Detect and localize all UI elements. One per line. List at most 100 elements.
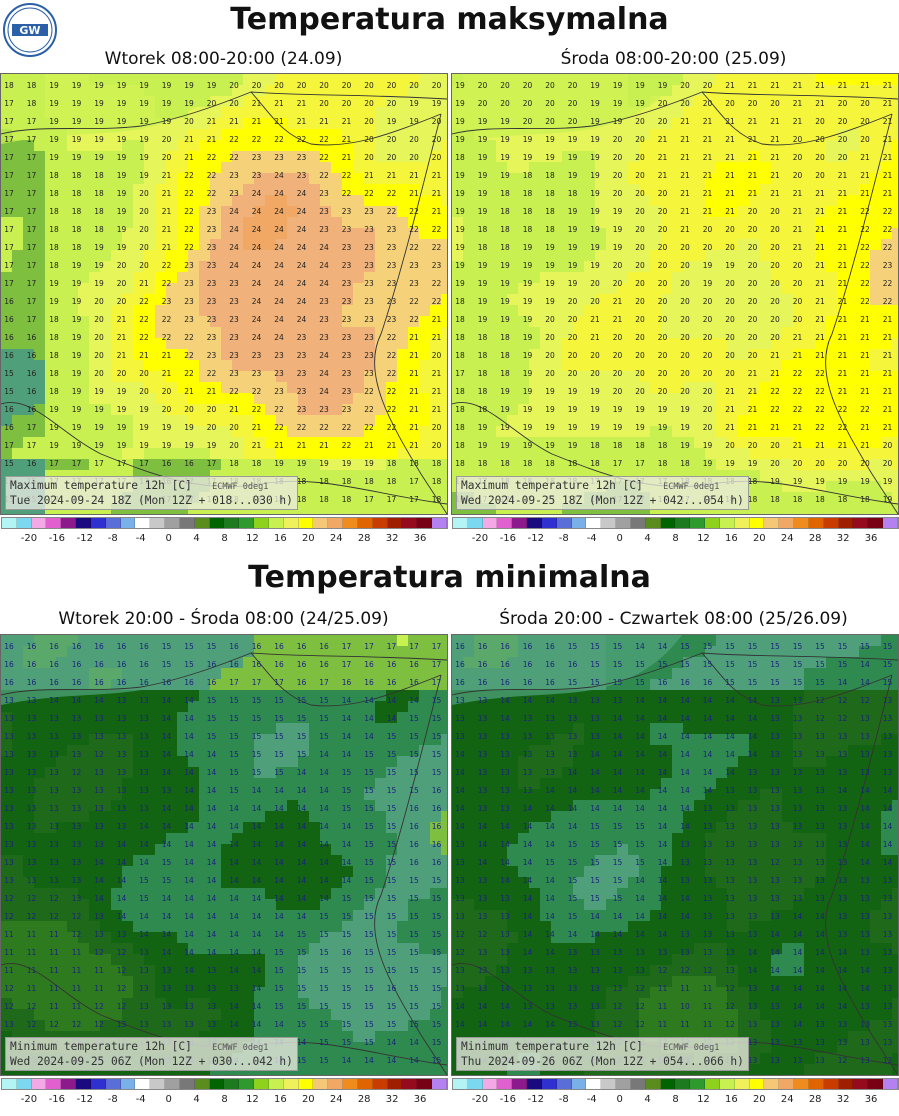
grid-value-label: 21 xyxy=(748,189,758,198)
grid-value-label: 15 xyxy=(590,642,600,651)
color-scale-label: 20 xyxy=(752,1094,766,1105)
color-swatch xyxy=(823,1079,839,1089)
grid-value-label: 13 xyxy=(748,912,758,921)
grid-value-label: 13 xyxy=(793,768,803,777)
color-swatch xyxy=(357,1079,373,1089)
grid-value-label: 19 xyxy=(49,423,59,432)
grid-value-label: 22 xyxy=(387,369,397,378)
grid-value-label: 13 xyxy=(883,1038,893,1047)
grid-value-label: 15 xyxy=(252,696,262,705)
color-swatch xyxy=(512,518,528,528)
grid-value-label: 20 xyxy=(162,405,172,414)
grid-value-label: 21 xyxy=(815,189,825,198)
grid-value-label: 14 xyxy=(613,930,623,939)
color-scale-label: 4 xyxy=(193,533,200,544)
caption-run: Wed 2024-09-25 18Z (Mon 12Z + 042...054 … xyxy=(461,494,744,507)
grid-value-label: 20 xyxy=(139,243,149,252)
grid-value-label: 18 xyxy=(478,225,488,234)
color-scale-label: 12 xyxy=(697,533,710,544)
grid-value-label: 13 xyxy=(748,786,758,795)
grid-value-label: 13 xyxy=(455,840,465,849)
grid-value-label: 15 xyxy=(342,1038,352,1047)
grid-value-label: 18 xyxy=(500,459,510,468)
grid-value-label: 18 xyxy=(523,189,533,198)
grid-value-label: 22 xyxy=(184,207,194,216)
grid-value-label: 16 xyxy=(297,642,307,651)
temperature-map[interactable]: 16 16 16 16 16 15 15 15 14 14 15 15 15 15 15 15 15 15 15 15… xyxy=(451,634,899,1076)
temperature-map[interactable]: 18 18 19 19 19 19 19 19 19 19 20 20 20 20 20 20 20 20 20 20… xyxy=(0,73,448,515)
grid-value-label: 16 xyxy=(139,660,149,669)
grid-value-label: 20 xyxy=(748,315,758,324)
grid-value-label: 20 xyxy=(703,99,713,108)
grid-value-label: 13 xyxy=(184,984,194,993)
grid-value-label: 13 xyxy=(838,858,848,867)
color-swatch xyxy=(794,1079,809,1089)
grid-value-label: 14 xyxy=(748,750,758,759)
grid-value-label: 13 xyxy=(4,786,14,795)
grid-value-label: 14 xyxy=(725,714,735,723)
color-scale-label: -8 xyxy=(107,1094,118,1105)
grid-value-label: 13 xyxy=(478,714,488,723)
grid-value-label: 21 xyxy=(162,189,172,198)
grid-value-label: 20 xyxy=(590,279,600,288)
caption-source: ECMWF 0deg1 xyxy=(212,482,269,492)
temperature-map[interactable]: 19 20 20 20 20 20 19 19 19 19 20 20 21 21 21 21 21 21 21 21… xyxy=(451,73,899,515)
grid-value-label: 13 xyxy=(139,696,149,705)
grid-value-label: 13 xyxy=(72,894,82,903)
grid-value-label: 14 xyxy=(748,714,758,723)
grid-value-label: 15 xyxy=(297,930,307,939)
grid-value-label: 13 xyxy=(770,696,780,705)
grid-value-label: 13 xyxy=(478,768,488,777)
grid-value-label: 20 xyxy=(139,207,149,216)
grid-value-label: 19 xyxy=(139,153,149,162)
grid-value-label: 17 xyxy=(207,459,217,468)
grid-value-label: 19 xyxy=(590,261,600,270)
color-swatch xyxy=(601,518,617,528)
grid-value-label: 19 xyxy=(72,117,82,126)
color-scale-label: 12 xyxy=(246,1094,259,1105)
grid-value-label: 19 xyxy=(94,243,104,252)
max-section-title: Temperatura maksymalna xyxy=(230,2,669,37)
temperature-map[interactable]: 16 16 16 16 16 16 16 15 15 15 16 16 16 16 16 17 17 17 17 17… xyxy=(0,634,448,1076)
grid-value-label: 14 xyxy=(703,732,713,741)
color-scale-label: -20 xyxy=(20,1094,38,1105)
grid-value-label: 19 xyxy=(455,117,465,126)
grid-value-label: 19 xyxy=(72,81,82,90)
grid-value-label: 21 xyxy=(838,441,848,450)
grid-value-label: 18 xyxy=(342,495,352,504)
grid-value-label: 13 xyxy=(748,768,758,777)
color-swatch xyxy=(165,1079,180,1089)
grid-value-label: 20 xyxy=(545,81,555,90)
grid-value-label: 18 xyxy=(49,333,59,342)
grid-value-label: 17 xyxy=(27,207,37,216)
grid-value-label: 14 xyxy=(184,966,194,975)
grid-value-label: 16 xyxy=(117,642,127,651)
grid-value-label: 24 xyxy=(252,243,262,252)
grid-value-label: 15 xyxy=(364,966,374,975)
grid-value-label: 18 xyxy=(72,207,82,216)
grid-value-label: 21 xyxy=(703,207,713,216)
color-swatch xyxy=(179,1079,195,1089)
border-line xyxy=(250,652,442,707)
grid-value-label: 14 xyxy=(658,804,668,813)
grid-value-label: 22 xyxy=(387,405,397,414)
border-line xyxy=(452,91,898,135)
grid-value-label: 14 xyxy=(748,966,758,975)
grid-value-label: 21 xyxy=(703,171,713,180)
grid-value-label: 21 xyxy=(815,315,825,324)
grid-value-label: 15 xyxy=(342,768,352,777)
grid-value-label: 22 xyxy=(319,153,329,162)
grid-value-label: 15 xyxy=(252,714,262,723)
grid-value-label: 20 xyxy=(523,117,533,126)
color-swatch xyxy=(556,1079,572,1089)
grid-value-label: 15 xyxy=(432,732,442,741)
grid-value-label: 23 xyxy=(409,261,419,270)
grid-value-label: 23 xyxy=(364,297,374,306)
grid-value-label: 14 xyxy=(523,894,533,903)
grid-value-label: 16 xyxy=(4,351,14,360)
grid-value-label: 13 xyxy=(545,768,555,777)
grid-value-label: 22 xyxy=(364,189,374,198)
grid-value-label: 14 xyxy=(635,714,645,723)
map-title: Środa 20:00 - Czwartek 08:00 (25/26.09) xyxy=(499,609,848,629)
grid-value-label: 21 xyxy=(252,441,262,450)
